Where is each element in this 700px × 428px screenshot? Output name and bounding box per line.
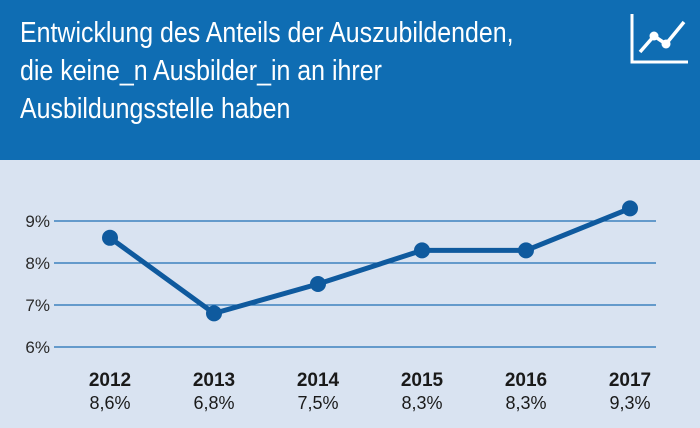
y-tick-label: 8% — [25, 254, 50, 273]
data-label: 7,5% — [297, 393, 338, 413]
data-point — [622, 200, 638, 217]
line-chart: 6%7%8%9% 20128,6%20136,8%20147,5%20158,3… — [25, 200, 656, 413]
data-label: 8,3% — [505, 393, 546, 413]
series-layer — [102, 200, 638, 322]
y-tick-label: 6% — [25, 338, 50, 357]
data-label: 9,3% — [609, 393, 650, 413]
y-tick-label: 7% — [25, 296, 50, 315]
data-label: 8,3% — [401, 393, 442, 413]
data-label: 6,8% — [193, 393, 234, 413]
header-banner: Entwicklung des Anteils der Auszubildend… — [0, 0, 700, 160]
data-point — [518, 242, 534, 259]
grid-layer: 6% 7% 8% 9% — [25, 212, 656, 357]
x-tick-label: 2012 — [89, 370, 131, 391]
data-point — [102, 229, 118, 246]
x-tick-label: 2016 — [505, 370, 547, 391]
data-point — [414, 242, 430, 259]
chart-title: Entwicklung des Anteils der Auszubildend… — [20, 14, 527, 128]
x-tick-label: 2014 — [297, 370, 340, 391]
y-tick-label: 9% — [25, 212, 50, 231]
chart-title-line: Ausbildungsstelle haben — [20, 93, 291, 125]
chart-title-line: die keine_n Ausbilder_in an ihrer — [20, 55, 382, 87]
x-tick-label: 2013 — [193, 370, 235, 391]
chart-title-line: Entwicklung des Anteils der Auszubildend… — [20, 17, 514, 49]
x-tick-label: 2015 — [401, 370, 444, 391]
data-point — [310, 276, 326, 292]
label-layer: 20128,6%20136,8%20147,5%20158,3%20168,3%… — [89, 370, 651, 413]
data-point — [206, 305, 222, 322]
x-tick-label: 2017 — [609, 370, 651, 391]
trend-line-icon — [630, 14, 688, 64]
data-label: 8,6% — [89, 393, 130, 413]
series-line — [107, 205, 633, 316]
